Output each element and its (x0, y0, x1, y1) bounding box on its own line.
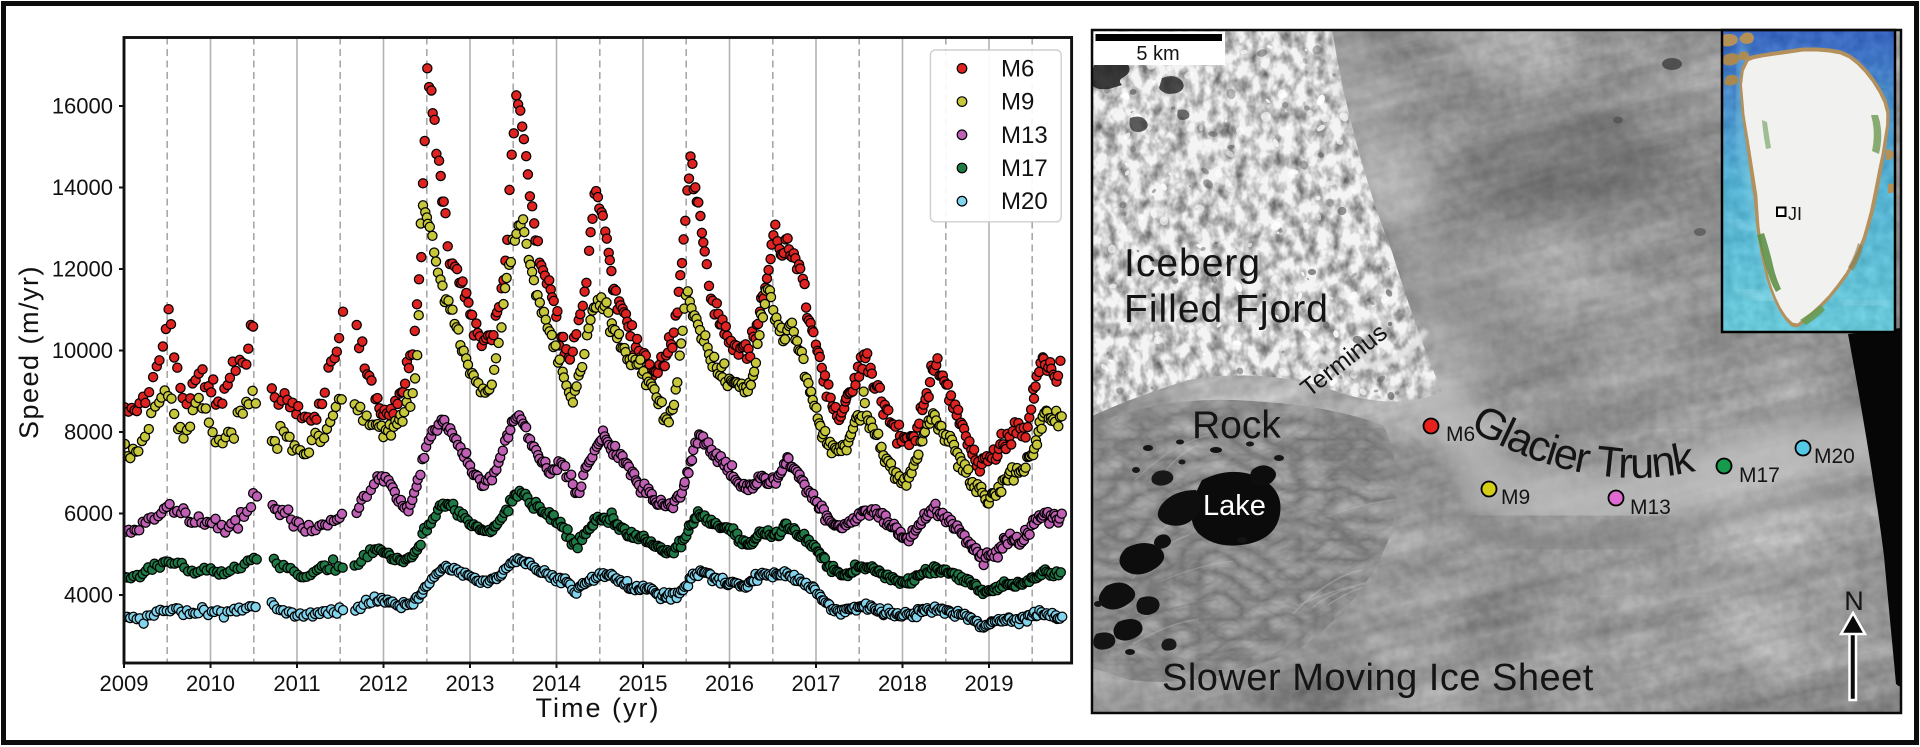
svg-text:Filled Fjord: Filled Fjord (1124, 288, 1329, 331)
svg-text:M20: M20 (1814, 445, 1855, 468)
svg-text:M13: M13 (1630, 496, 1671, 519)
svg-text:Slower Moving Ice Sheet: Slower Moving Ice Sheet (1162, 657, 1594, 699)
svg-text:N: N (1844, 586, 1864, 616)
svg-text:Rock: Rock (1192, 404, 1281, 447)
svg-text:JI: JI (1788, 204, 1802, 224)
svg-text:Iceberg: Iceberg (1124, 242, 1261, 285)
svg-text:M9: M9 (1501, 486, 1530, 509)
svg-text:Lake: Lake (1203, 490, 1266, 522)
svg-text:M17: M17 (1739, 464, 1780, 487)
svg-text:5 km: 5 km (1136, 43, 1179, 65)
